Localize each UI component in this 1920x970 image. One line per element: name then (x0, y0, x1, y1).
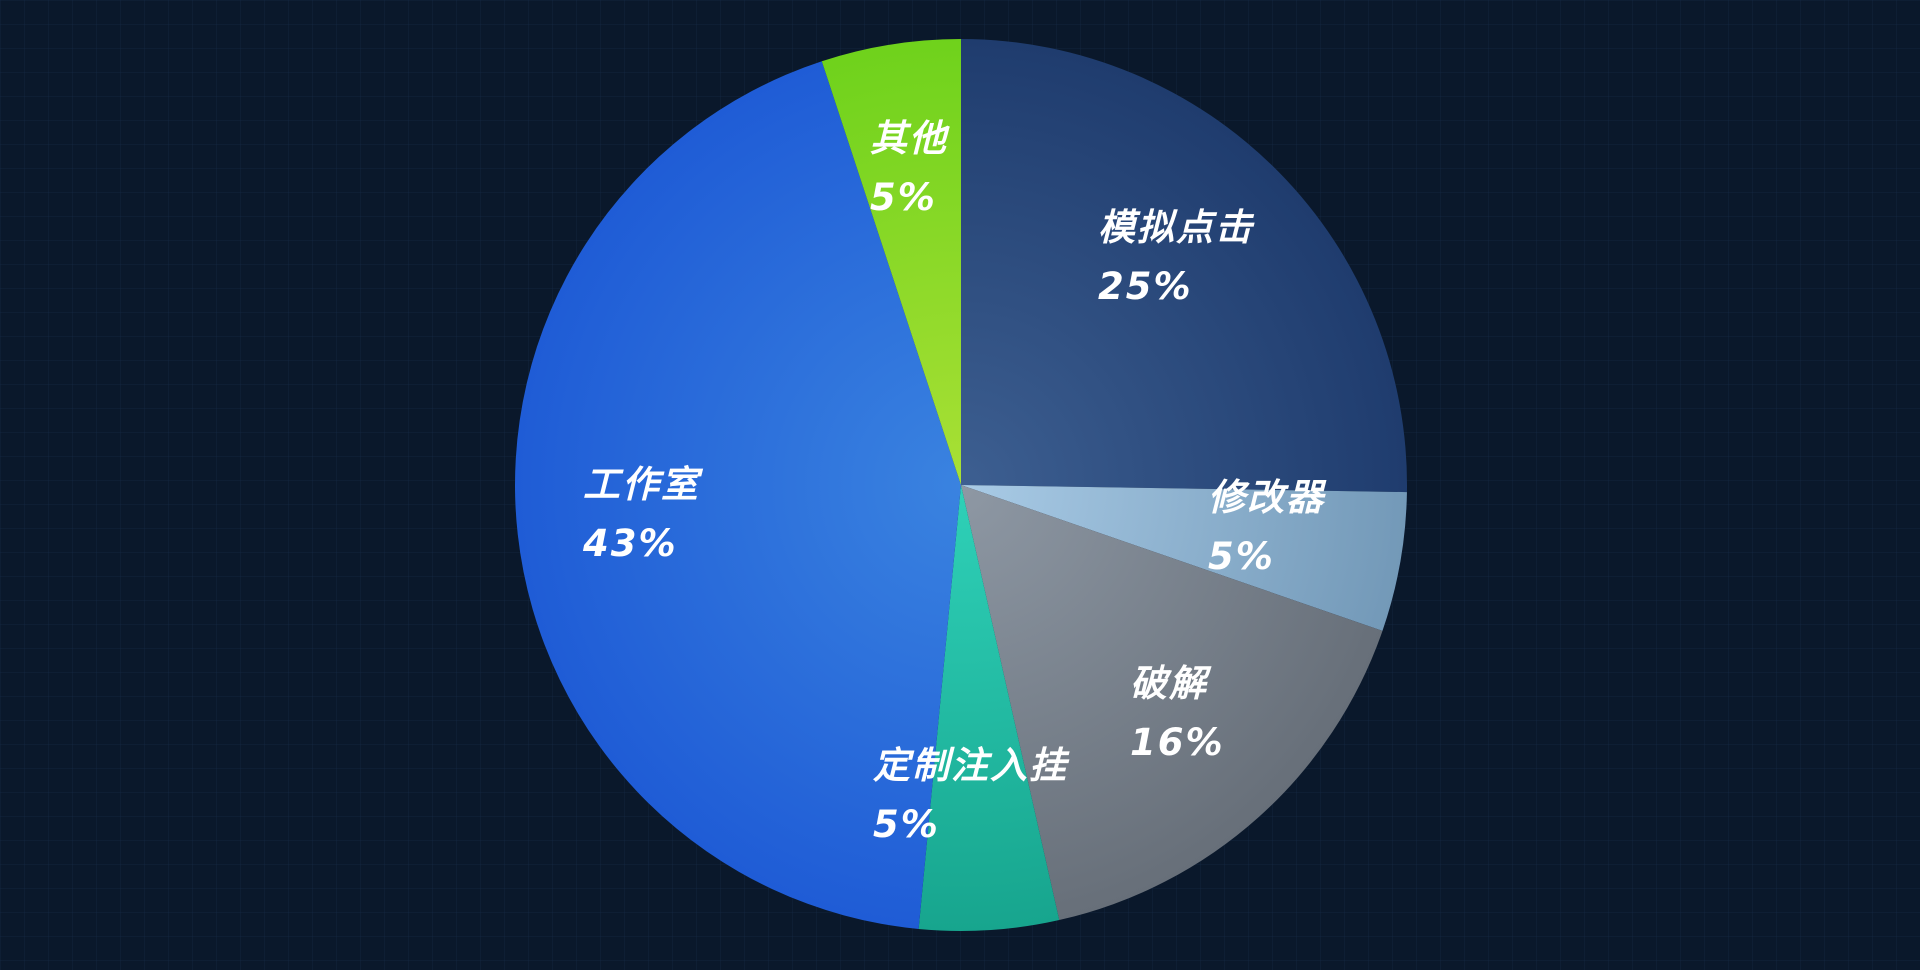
pie-slice (821, 39, 961, 485)
pie-slice (961, 39, 1407, 493)
slice-label-name: 修改器 (1208, 476, 1327, 519)
slice-label-percent: 43% (582, 522, 678, 565)
pie-slice (918, 485, 1060, 931)
slice-label-name: 工作室 (583, 463, 704, 506)
slice-label-percent: 16% (1130, 721, 1225, 764)
slice-label-percent: 5% (870, 176, 937, 219)
slice-label-name: 定制注入挂 (872, 744, 1070, 787)
pie-slice (515, 61, 961, 929)
slice-label-percent: 25% (1098, 265, 1193, 308)
labels-layer: 模拟点击 25% 修改器 5% 破解 16% 定制注入挂 5% 工作室 43% 其他 5% (582, 117, 1327, 846)
slice-label-percent: 5% (873, 803, 940, 846)
slice-label-name: 其他 (870, 117, 950, 160)
pie-slice (961, 485, 1383, 921)
slice-label-name: 破解 (1130, 662, 1212, 705)
slice-label-percent: 5% (1208, 535, 1275, 578)
slice-label-name: 模拟点击 (1098, 206, 1255, 249)
slices-layer (515, 39, 1407, 931)
pie-slice (961, 485, 1407, 631)
